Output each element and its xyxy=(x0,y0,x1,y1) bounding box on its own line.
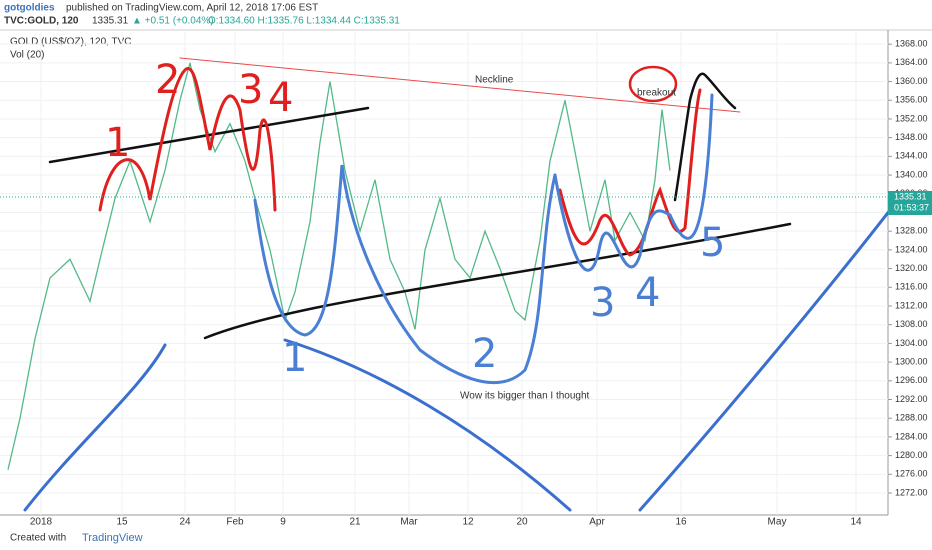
last-price-label: 1335.31 xyxy=(894,191,927,201)
published: published on TradingView.com, April 12, … xyxy=(66,3,318,14)
arc xyxy=(23,343,167,512)
annotation: breakout xyxy=(637,88,676,99)
x-tick-label: 21 xyxy=(349,517,361,528)
price: 1335.31 xyxy=(92,16,129,27)
trendline xyxy=(48,106,370,164)
annotation: 4 xyxy=(635,270,660,316)
x-tick-label: 12 xyxy=(462,517,474,528)
annotation: 4 xyxy=(268,75,293,121)
blue-pattern xyxy=(253,164,557,385)
x-tick-label: 2018 xyxy=(30,517,53,528)
annotation: 3 xyxy=(238,67,263,113)
y-tick-label: 1308.00 xyxy=(895,319,928,329)
y-tick-label: 1284.00 xyxy=(895,431,928,441)
y-tick-label: 1312.00 xyxy=(895,300,928,310)
author: gotgoldies xyxy=(4,3,55,14)
y-tick-label: 1316.00 xyxy=(895,282,928,292)
x-tick-label: May xyxy=(768,517,787,528)
annotation: 1 xyxy=(105,120,130,166)
ohlc: O:1334.60 H:1335.76 L:1334.44 C:1335.31 xyxy=(208,16,400,27)
blue-pattern xyxy=(553,93,714,272)
plot xyxy=(7,62,671,470)
indicator: Vol (20) xyxy=(10,50,44,61)
trendline xyxy=(203,222,792,340)
x-tick-label: 15 xyxy=(116,517,128,528)
y-tick-label: 1356.00 xyxy=(895,95,928,105)
y-tick-label: 1304.00 xyxy=(895,338,928,348)
price-line xyxy=(7,62,671,470)
y-tick-label: 1276.00 xyxy=(895,469,928,479)
annotation: 5 xyxy=(700,220,725,266)
projection xyxy=(673,72,737,202)
symbol: TVC:GOLD, 120 xyxy=(4,16,79,27)
y-tick-label: 1348.00 xyxy=(895,132,928,142)
annotation: 3 xyxy=(590,280,615,326)
y-tick-label: 1328.00 xyxy=(895,226,928,236)
y-tick-label: 1364.00 xyxy=(895,57,928,67)
annotation: 1 xyxy=(282,335,307,381)
change: ▲ +0.51 (+0.04%) xyxy=(132,16,214,27)
y-tick-label: 1280.00 xyxy=(895,450,928,460)
red-pattern xyxy=(98,66,277,212)
y-tick-label: 1288.00 xyxy=(895,413,928,423)
neckline xyxy=(179,57,741,113)
annotation: 2 xyxy=(155,57,180,103)
last-price-box xyxy=(888,191,932,216)
y-tick-label: 1300.00 xyxy=(895,356,928,366)
timer-label: 01:53:37 xyxy=(894,202,929,212)
legend: GOLD (US$/OZ), 120, TVC xyxy=(10,37,132,48)
grid xyxy=(0,32,888,515)
x-tick-label: 20 xyxy=(516,517,528,528)
footer-brand: TradingView xyxy=(82,532,143,544)
y-tick-label: 1272.00 xyxy=(895,487,928,497)
arc xyxy=(283,338,572,512)
breakout-circle xyxy=(628,65,678,103)
annotation: Wow its bigger than I thought xyxy=(460,391,590,402)
arc xyxy=(638,208,892,512)
y-tick-label: 1368.00 xyxy=(895,39,928,49)
x-tick-label: 14 xyxy=(850,517,862,528)
y-tick-label: 1292.00 xyxy=(895,394,928,404)
x-tick-label: Mar xyxy=(400,517,418,528)
y-tick-label: 1296.00 xyxy=(895,375,928,385)
x-tick-label: 24 xyxy=(179,517,191,528)
annotation: Neckline xyxy=(475,75,514,86)
x-tick-label: 16 xyxy=(675,517,687,528)
footer-created: Created with xyxy=(10,533,66,544)
y-tick-label: 1324.00 xyxy=(895,244,928,254)
x-tick-label: Feb xyxy=(226,517,244,528)
x-tick-label: 9 xyxy=(280,517,286,528)
annotation: 2 xyxy=(472,331,497,377)
y-tick-label: 1340.00 xyxy=(895,169,928,179)
y-tick-label: 1352.00 xyxy=(895,113,928,123)
y-tick-label: 1320.00 xyxy=(895,263,928,273)
drawings xyxy=(23,57,892,512)
y-tick-label: 1344.00 xyxy=(895,151,928,161)
x-tick-label: Apr xyxy=(589,517,605,528)
y-tick-label: 1360.00 xyxy=(895,76,928,86)
